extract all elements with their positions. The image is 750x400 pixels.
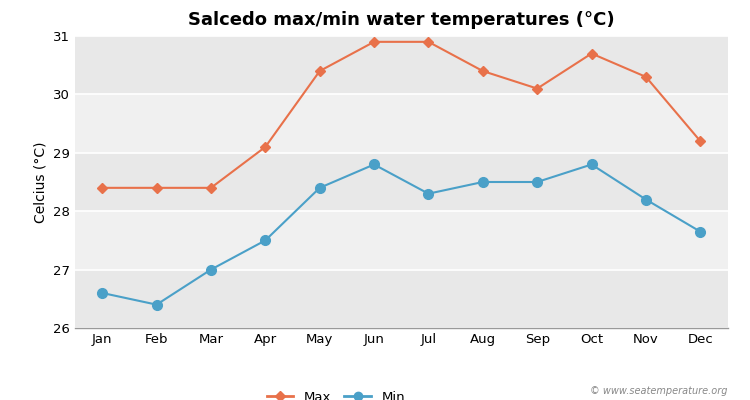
Title: Salcedo max/min water temperatures (°C): Salcedo max/min water temperatures (°C) xyxy=(188,11,614,29)
Bar xyxy=(75,94,728,153)
Bar xyxy=(75,270,728,328)
Legend: Max, Min: Max, Min xyxy=(262,386,410,400)
Bar xyxy=(75,153,728,211)
Y-axis label: Celcius (°C): Celcius (°C) xyxy=(34,141,47,223)
Text: © www.seatemperature.org: © www.seatemperature.org xyxy=(590,386,728,396)
Bar xyxy=(75,36,728,94)
Bar xyxy=(75,211,728,270)
